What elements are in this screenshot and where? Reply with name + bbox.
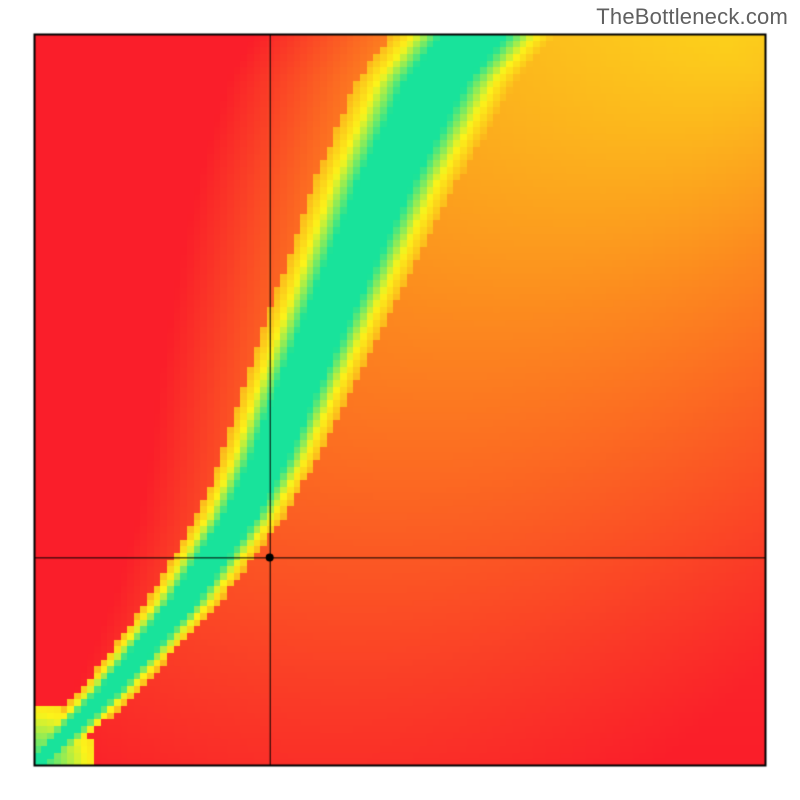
bottleneck-heatmap xyxy=(0,0,800,800)
chart-container: TheBottleneck.com xyxy=(0,0,800,800)
watermark-text: TheBottleneck.com xyxy=(596,4,788,30)
